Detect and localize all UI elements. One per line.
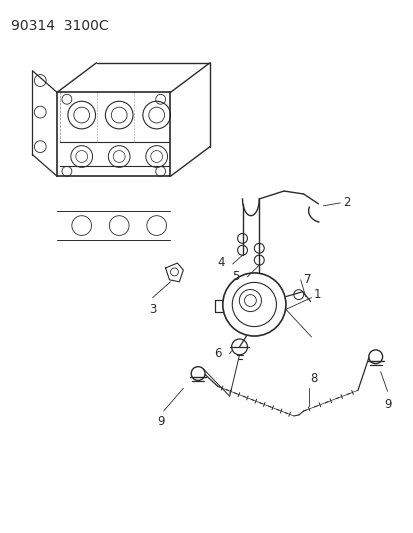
Text: 7: 7 bbox=[303, 273, 311, 286]
Text: 6: 6 bbox=[214, 348, 221, 360]
Text: 90314  3100C: 90314 3100C bbox=[11, 19, 108, 34]
Text: 4: 4 bbox=[217, 255, 224, 269]
Text: 9: 9 bbox=[157, 415, 164, 428]
Text: 3: 3 bbox=[149, 303, 156, 316]
Text: 1: 1 bbox=[313, 288, 320, 301]
Text: 8: 8 bbox=[310, 373, 317, 385]
Text: 9: 9 bbox=[383, 398, 390, 411]
Text: 5: 5 bbox=[232, 270, 239, 284]
Text: 2: 2 bbox=[342, 196, 350, 209]
